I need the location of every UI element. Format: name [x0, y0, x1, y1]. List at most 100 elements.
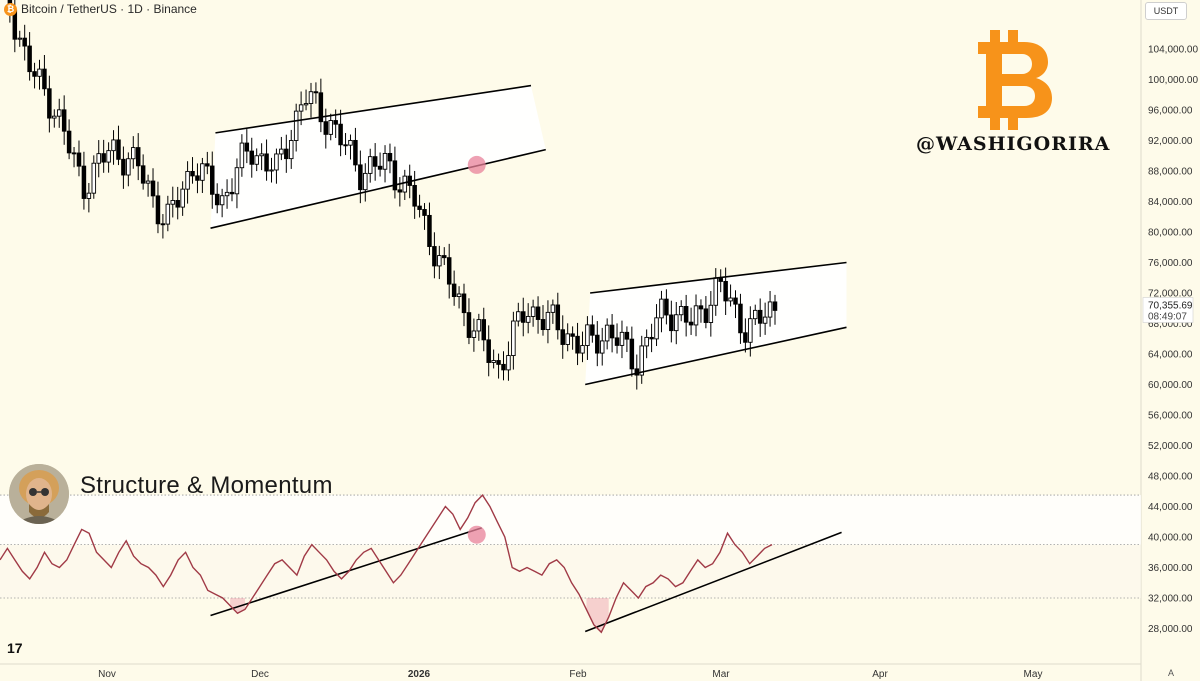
y-tick-label: 84,000.00: [1148, 197, 1193, 208]
candle-body: [516, 311, 521, 322]
y-tick-label: 92,000.00: [1148, 136, 1193, 147]
currency-unit-button[interactable]: USDT: [1145, 2, 1187, 20]
candle-body: [506, 355, 511, 371]
candle-body: [693, 305, 699, 326]
candle-body: [101, 153, 106, 163]
candle-body: [402, 175, 408, 193]
countdown-label: 08:49:07: [1148, 312, 1187, 323]
lower-channel-2: [585, 326, 847, 386]
upper-channel-2: [590, 261, 847, 294]
last-price-label: 70,355.69: [1148, 301, 1193, 312]
candle-body: [288, 140, 294, 160]
candle-body: [175, 200, 180, 208]
oscillator-oversold-fill: [586, 598, 609, 633]
candle-body: [71, 152, 77, 155]
candle-body: [96, 153, 101, 164]
candle-body: [131, 147, 136, 160]
candle-body: [674, 314, 679, 332]
x-tick-label: Apr: [872, 669, 888, 680]
candle-body: [32, 71, 37, 77]
candle-body: [135, 147, 141, 167]
y-tick-label: 64,000.00: [1148, 350, 1193, 361]
candle-body: [540, 319, 546, 331]
candle-body: [180, 188, 185, 208]
breakdown-marker: [467, 155, 486, 174]
candle-body: [219, 195, 225, 206]
candle-body: [308, 91, 314, 104]
candle-body: [86, 192, 92, 199]
candle-body: [298, 104, 304, 112]
candle-body: [501, 363, 506, 371]
candle-body: [382, 152, 388, 170]
candle-body: [757, 309, 763, 324]
y-tick-label: 96,000.00: [1148, 106, 1193, 117]
candle-body: [234, 167, 240, 195]
candle-body: [669, 314, 674, 332]
candle-body: [590, 324, 595, 336]
candle-body: [491, 360, 496, 363]
candle-body: [229, 191, 235, 195]
candle-body: [530, 306, 536, 317]
candle-body: [595, 334, 600, 354]
x-tick-label: May: [1024, 669, 1043, 680]
indicator-title: Structure & Momentum: [80, 472, 333, 499]
x-tick-label: 2026: [408, 669, 431, 680]
y-tick-label: 44,000.00: [1148, 502, 1193, 513]
author-handle: @WASHIGORIRA: [916, 133, 1111, 155]
candle-body: [565, 333, 570, 345]
candle-body: [772, 301, 778, 311]
candle-body: [427, 214, 432, 247]
symbol-header: ₿ Bitcoin / TetherUS · 1D · Binance: [4, 2, 197, 16]
candle-body: [654, 317, 659, 340]
y-tick-label: 48,000.00: [1148, 472, 1193, 483]
osc-upper-band: [0, 495, 1141, 545]
candle-body: [27, 45, 32, 73]
candle-body: [111, 139, 116, 152]
candle-body: [644, 336, 649, 347]
candle-body: [318, 92, 324, 123]
tradingview-logo[interactable]: 17: [7, 640, 23, 656]
candle-body: [466, 312, 472, 338]
x-tick-label: Mar: [712, 669, 730, 680]
osc-trend-2: [584, 531, 842, 633]
candle-body: [91, 162, 97, 194]
candle-body: [535, 306, 541, 320]
candle-body: [619, 331, 625, 346]
y-tick-label: 28,000.00: [1148, 624, 1193, 635]
candle-body: [313, 91, 319, 94]
x-tick-label: Feb: [569, 669, 587, 680]
bitcoin-icon: ₿: [4, 2, 17, 16]
candle-body: [274, 153, 279, 171]
candle-body: [461, 293, 467, 314]
candle-body: [703, 308, 709, 323]
lower-channel-1: [210, 148, 546, 229]
candle-body: [190, 170, 195, 177]
y-tick-label: 60,000.00: [1148, 380, 1193, 391]
candle-body: [377, 165, 383, 170]
candle-body: [728, 297, 733, 302]
candle-body: [116, 139, 121, 160]
candle-body: [76, 152, 82, 167]
candle-body: [738, 303, 743, 334]
candle-body: [481, 319, 487, 341]
candle-body: [81, 165, 87, 199]
candle-body: [303, 103, 309, 106]
candle-body: [639, 345, 644, 376]
candle-body: [205, 163, 210, 167]
osc-mid-band: [0, 544, 1141, 598]
candle-body: [609, 324, 615, 339]
auto-scale-button[interactable]: A: [1168, 668, 1175, 678]
candle-body: [264, 153, 269, 172]
osc-trend-1: [210, 527, 482, 617]
candle-body: [150, 180, 156, 197]
candle-body: [412, 184, 417, 207]
channel-2-fill: [585, 262, 847, 385]
candle-body: [170, 200, 176, 205]
candle-body: [42, 68, 47, 90]
candle-body: [649, 336, 654, 340]
candle-body: [678, 305, 684, 316]
candle-body: [239, 142, 245, 169]
candle-body: [200, 163, 205, 181]
candle-body: [392, 160, 398, 191]
